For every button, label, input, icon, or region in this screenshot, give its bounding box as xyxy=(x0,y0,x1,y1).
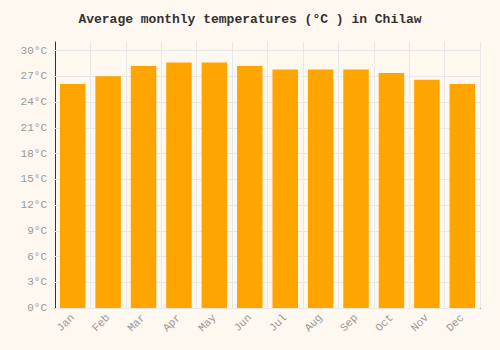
svg-text:May: May xyxy=(196,311,219,334)
svg-text:24°C: 24°C xyxy=(21,96,48,108)
svg-text:0°C: 0°C xyxy=(27,302,47,314)
svg-text:6°C: 6°C xyxy=(27,251,47,263)
svg-text:15°C: 15°C xyxy=(21,173,48,185)
svg-text:3°C: 3°C xyxy=(27,276,47,288)
svg-text:Sep: Sep xyxy=(338,312,360,334)
svg-text:27°C: 27°C xyxy=(21,70,48,82)
svg-text:Jun: Jun xyxy=(232,312,254,334)
svg-text:Nov: Nov xyxy=(409,311,432,334)
svg-text:Jan: Jan xyxy=(54,312,76,334)
svg-text:Feb: Feb xyxy=(90,312,112,334)
svg-text:21°C: 21°C xyxy=(21,122,48,134)
svg-text:Average monthly temperatures (: Average monthly temperatures (°C ) in Ch… xyxy=(78,12,421,27)
svg-text:Dec: Dec xyxy=(444,312,466,334)
svg-text:Apr: Apr xyxy=(161,312,183,334)
svg-text:Jul: Jul xyxy=(267,312,289,334)
svg-text:9°C: 9°C xyxy=(27,225,47,237)
svg-text:Oct: Oct xyxy=(373,312,395,334)
svg-text:18°C: 18°C xyxy=(21,148,48,160)
svg-text:30°C: 30°C xyxy=(21,45,48,57)
svg-text:12°C: 12°C xyxy=(21,199,48,211)
svg-text:Aug: Aug xyxy=(302,312,324,334)
svg-text:Mar: Mar xyxy=(125,312,147,334)
